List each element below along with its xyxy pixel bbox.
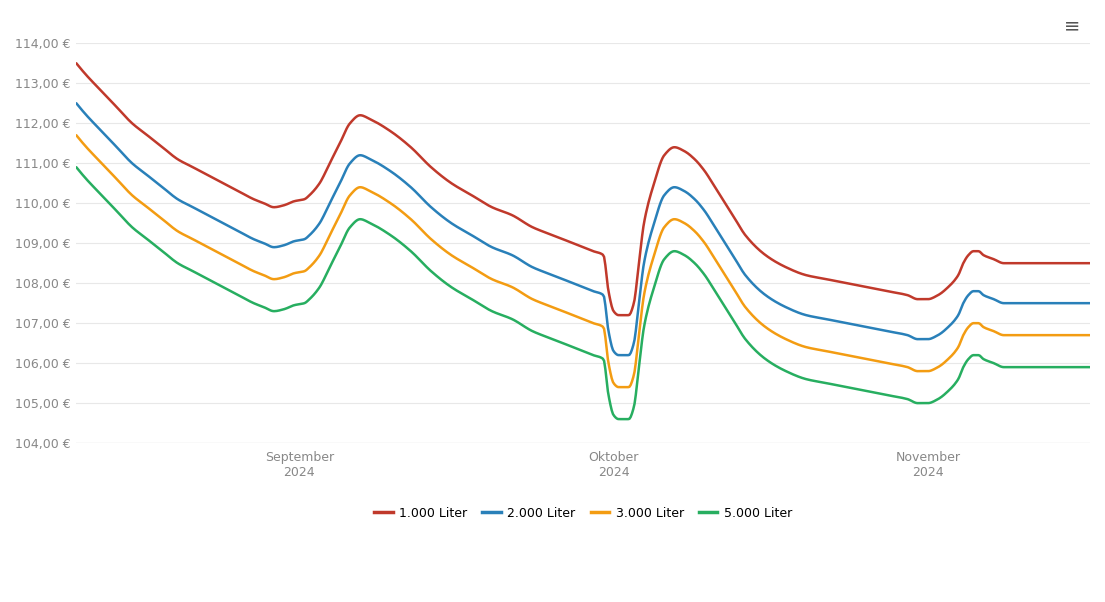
Legend: 1.000 Liter, 2.000 Liter, 3.000 Liter, 5.000 Liter: 1.000 Liter, 2.000 Liter, 3.000 Liter, 5… xyxy=(369,502,797,525)
Text: ≡: ≡ xyxy=(1063,16,1080,36)
